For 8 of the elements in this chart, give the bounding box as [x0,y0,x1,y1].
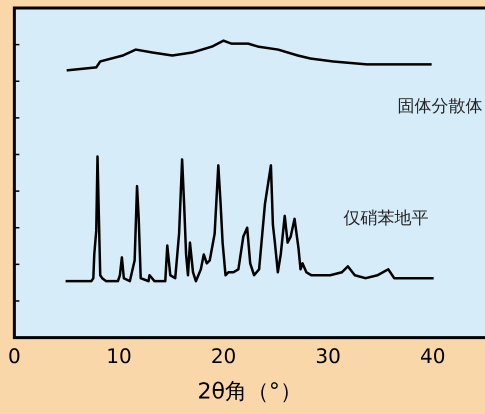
x-axis-title: 2θ角（°） [197,380,302,405]
x-tick-label: 40 [420,344,446,368]
text: 仅硝苯地平 [344,208,429,228]
x-tick-label: 0 [8,344,21,368]
x-tick-label: 20 [210,344,236,368]
x-tick-label: 30 [315,344,341,368]
x-tick-label: 10 [106,344,132,368]
series-label: 固体分散体 [398,96,483,116]
